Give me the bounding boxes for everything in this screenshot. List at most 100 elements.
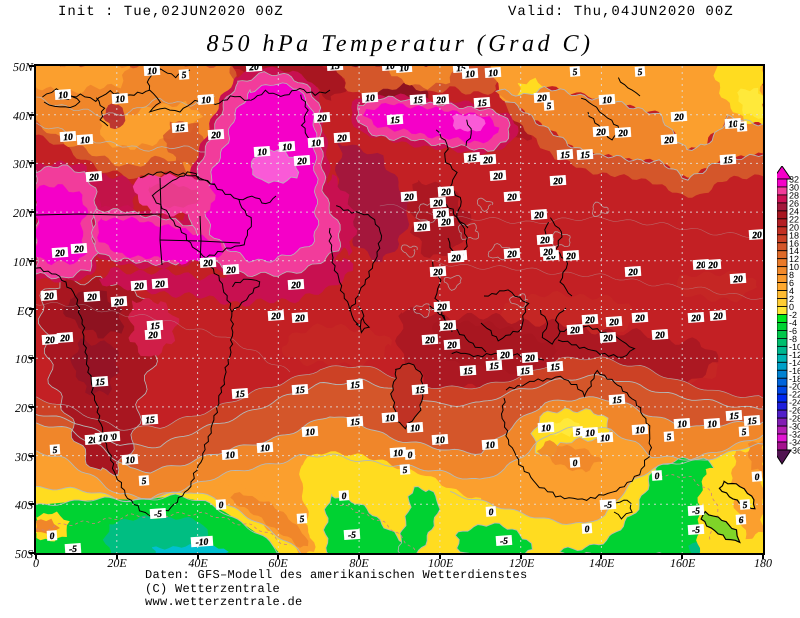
svg-text:10: 10 (385, 66, 395, 72)
svg-text:32: 32 (789, 175, 799, 185)
svg-text:20: 20 (595, 128, 606, 139)
svg-text:20: 20 (617, 129, 628, 140)
svg-text:-12: -12 (789, 350, 800, 360)
svg-text:14: 14 (789, 246, 799, 256)
svg-text:-22: -22 (789, 390, 800, 400)
svg-text:10: 10 (225, 451, 235, 462)
svg-text:15: 15 (580, 151, 590, 162)
svg-text:5: 5 (181, 71, 187, 81)
svg-text:15: 15 (235, 390, 245, 401)
svg-text:-14: -14 (789, 358, 800, 368)
svg-text:10: 10 (435, 436, 445, 447)
svg-text:20: 20 (440, 218, 451, 229)
svg-text:5: 5 (299, 515, 305, 525)
svg-text:20: 20 (569, 326, 580, 337)
svg-text:20: 20 (663, 136, 674, 147)
svg-text:10: 10 (600, 434, 610, 445)
svg-text:20: 20 (86, 293, 97, 304)
svg-text:20: 20 (533, 211, 544, 222)
svg-text:15: 15 (350, 381, 360, 392)
svg-text:22: 22 (789, 214, 799, 224)
svg-text:20: 20 (654, 331, 665, 342)
svg-text:20: 20 (482, 156, 493, 167)
svg-text:-16: -16 (789, 366, 800, 376)
svg-text:20: 20 (751, 231, 762, 242)
svg-text:10: 10 (305, 428, 315, 439)
svg-text:20: 20 (154, 280, 165, 291)
svg-text:10: 10 (365, 94, 375, 105)
svg-text:30: 30 (789, 182, 799, 192)
svg-text:20: 20 (673, 113, 684, 124)
svg-text:5: 5 (742, 501, 748, 511)
svg-text:20: 20 (545, 252, 556, 263)
svg-text:20: 20 (133, 282, 144, 293)
svg-text:20: 20 (539, 236, 550, 247)
svg-text:5: 5 (52, 446, 58, 456)
svg-text:20: 20 (210, 131, 221, 142)
svg-text:20: 20 (202, 259, 213, 270)
svg-text:20: 20 (73, 245, 84, 256)
svg-text:20: 20 (542, 248, 553, 259)
svg-text:20: 20 (248, 66, 259, 73)
svg-text:20: 20 (316, 114, 327, 125)
svg-text:15: 15 (477, 99, 487, 110)
svg-text:0: 0 (584, 525, 590, 535)
svg-text:15: 15 (95, 378, 105, 389)
svg-text:10: 10 (125, 456, 135, 467)
svg-text:15: 15 (550, 363, 560, 374)
svg-text:0: 0 (218, 501, 224, 511)
svg-text:4: 4 (789, 286, 794, 296)
svg-text:15: 15 (612, 396, 622, 407)
svg-text:10: 10 (393, 449, 403, 460)
svg-text:20: 20 (450, 254, 461, 265)
svg-text:28: 28 (789, 190, 799, 200)
svg-text:10: 10 (147, 67, 157, 78)
svg-text:-24: -24 (789, 398, 800, 408)
svg-text:20: 20 (506, 193, 517, 204)
svg-text:15: 15 (729, 412, 739, 423)
svg-text:20: 20 (436, 303, 447, 314)
svg-text:5: 5 (141, 477, 147, 487)
svg-text:20: 20 (296, 157, 307, 168)
svg-text:10: 10 (585, 429, 595, 440)
svg-text:-26: -26 (789, 406, 800, 416)
svg-text:-4: -4 (789, 318, 797, 328)
svg-text:-28: -28 (789, 414, 800, 424)
svg-text:20: 20 (435, 96, 446, 107)
svg-text:10: 10 (410, 424, 420, 435)
svg-text:10: 10 (257, 148, 267, 159)
svg-text:15: 15 (413, 96, 423, 107)
svg-text:20: 20 (416, 223, 427, 234)
svg-text:15: 15 (520, 367, 530, 378)
svg-text:20: 20 (435, 210, 446, 221)
svg-text:20: 20 (524, 354, 535, 365)
svg-text:10: 10 (311, 139, 321, 150)
svg-text:-6: -6 (789, 326, 797, 336)
svg-text:-5: -5 (692, 507, 701, 518)
svg-text:20: 20 (432, 268, 443, 279)
svg-text:15: 15 (463, 367, 473, 378)
svg-text:0: 0 (407, 451, 413, 461)
svg-text:10: 10 (399, 66, 409, 74)
svg-text:10: 10 (707, 420, 717, 431)
svg-text:20: 20 (43, 292, 54, 303)
svg-text:20: 20 (225, 266, 236, 277)
svg-text:-5: -5 (154, 510, 163, 521)
svg-text:-20: -20 (789, 382, 800, 392)
svg-text:15: 15 (560, 151, 570, 162)
svg-text:20: 20 (294, 314, 305, 325)
svg-text:16: 16 (789, 238, 799, 248)
svg-text:-18: -18 (789, 374, 800, 384)
svg-text:20: 20 (44, 336, 55, 347)
svg-text:15: 15 (723, 156, 733, 167)
svg-text:0: 0 (754, 473, 760, 483)
svg-text:20: 20 (270, 312, 281, 323)
svg-text:18: 18 (789, 230, 799, 240)
svg-text:20: 20 (608, 318, 619, 329)
svg-text:10: 10 (602, 96, 612, 107)
svg-text:10: 10 (282, 143, 292, 154)
svg-text:5: 5 (546, 102, 552, 112)
svg-text:-5: -5 (348, 531, 357, 542)
svg-text:0: 0 (488, 508, 494, 518)
svg-text:5: 5 (739, 123, 745, 133)
